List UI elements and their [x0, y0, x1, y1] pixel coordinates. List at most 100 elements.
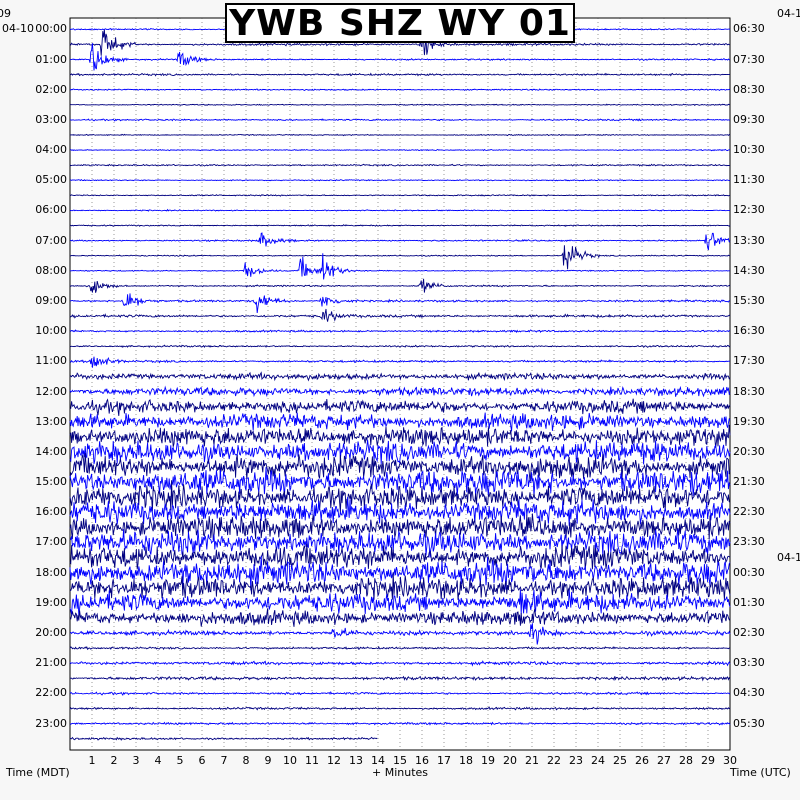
x-tick-label: 19: [481, 754, 495, 767]
plot-area: [69, 17, 731, 751]
trace-row: [69, 467, 731, 498]
left-hour-label: 05:00: [35, 173, 67, 187]
trace-row: [69, 555, 731, 591]
x-tick-label: 17: [437, 754, 451, 767]
x-tick-label: 12: [327, 754, 341, 767]
right-hour-label: 07:30: [733, 52, 765, 66]
trace-row: [69, 278, 731, 293]
right-hour-label: 02:30: [733, 626, 765, 640]
right-hour-label: 06:30: [733, 22, 765, 36]
left-hour-label: 15:00: [35, 475, 67, 489]
x-tick-label: 2: [111, 754, 118, 767]
x-tick-layer: 1 2 3 4 5 6 7 8 9 10 11 12 13 14 15 16 17 18 19 20 21 22 23 24 2…: [89, 754, 738, 767]
trace-row: [69, 194, 731, 197]
right-axis-label: Time (UTC): [730, 766, 791, 779]
trace-row: [69, 133, 731, 137]
right-hour-label: 10:30: [733, 143, 765, 157]
trace-row: [69, 480, 731, 513]
left-hour-label: 13:00: [35, 414, 67, 428]
trace-row: [69, 645, 731, 651]
left-hour-label: 17:00: [35, 535, 67, 549]
trace-row: [69, 29, 731, 56]
trace-row: [69, 329, 731, 334]
trace-row: [69, 148, 730, 152]
right-hour-label: 23:30: [733, 535, 765, 549]
trace-row: [69, 356, 731, 368]
right-hour-label: 13:30: [733, 233, 765, 247]
trace-row: [69, 224, 731, 227]
x-tick-label: 9: [265, 754, 272, 767]
right-hour-label: 08:30: [733, 82, 765, 96]
trace-row: [69, 245, 731, 270]
trace-row: [69, 675, 731, 682]
x-tick-label: 24: [591, 754, 605, 767]
trace-row: [69, 72, 730, 77]
x-tick-label: 6: [199, 754, 206, 767]
right-hour-label: 09:30: [733, 112, 765, 126]
chart-title-box: YWB SHZ WY 01: [225, 2, 575, 44]
left-hour-label: 10:00: [35, 324, 67, 338]
trace-row: [69, 179, 731, 182]
x-tick-label: 14: [371, 754, 385, 767]
trace-row: [69, 543, 731, 570]
left-axis-label: Time (MDT): [6, 766, 70, 779]
left-hour-label: 07:00: [35, 233, 67, 247]
x-tick-label: 22: [547, 754, 561, 767]
trace-row: [69, 344, 731, 349]
left-hour-label: 12:00: [35, 384, 67, 398]
trace-row: [69, 706, 731, 711]
x-tick-label: 4: [155, 754, 162, 767]
right-hour-label: 15:30: [733, 293, 765, 307]
trace-row: [69, 452, 731, 482]
trace-row: [69, 88, 731, 92]
x-tick-label: 26: [635, 754, 649, 767]
left-hour-label: 16:00: [35, 505, 67, 519]
x-tick-label: 13: [349, 754, 363, 767]
right-date-label: 04-1: [777, 7, 800, 21]
left-hour-label: 04:00: [35, 143, 67, 157]
left-hour-label: 08:00: [35, 263, 67, 277]
left-hour-label: 20:00: [35, 626, 67, 640]
trace-row: [69, 308, 731, 322]
trace-row: [69, 691, 731, 696]
left-date-label: 04-10: [2, 22, 34, 36]
right-hour-label: 00:30: [733, 565, 765, 579]
left-hour-label: 18:00: [35, 565, 67, 579]
x-tick-label: 30: [723, 754, 737, 767]
plot-grid: [69, 17, 731, 751]
trace-row: [69, 660, 731, 667]
trace-row: [69, 721, 731, 726]
x-tick-label: 20: [503, 754, 517, 767]
x-tick-label: 28: [679, 754, 693, 767]
x-axis-label: + Minutes: [372, 766, 429, 779]
trace-row: [69, 736, 378, 741]
x-tick-label: 5: [177, 754, 184, 767]
trace-row: [69, 103, 730, 107]
right-hour-label: 21:30: [733, 475, 765, 489]
trace-row: [69, 371, 731, 382]
right-hour-label: 01:30: [733, 595, 765, 609]
x-tick-label: 27: [657, 754, 671, 767]
right-hour-label: 18:30: [733, 384, 765, 398]
right-hour-label: 17:30: [733, 354, 765, 368]
left-hour-label: 21:00: [35, 656, 67, 670]
trace-row: [69, 118, 730, 122]
x-tick-label: 8: [243, 754, 250, 767]
trace-row: [69, 398, 731, 416]
left-hour-label: 14:00: [35, 444, 67, 458]
x-tick-label: 15: [393, 754, 407, 767]
left-hour-label: 23:00: [35, 716, 67, 730]
chart-title: YWB SHZ WY 01: [229, 2, 571, 44]
left-hour-label: 01:00: [35, 52, 67, 66]
right-hour-label: 03:30: [733, 656, 765, 670]
trace-row: [69, 623, 731, 645]
trace-row: [69, 589, 731, 616]
left-hour-label: 19:00: [35, 595, 67, 609]
left-hour-label: 22:00: [35, 686, 67, 700]
right-hour-label: 16:30: [733, 324, 765, 338]
x-tick-label: 18: [459, 754, 473, 767]
right-hour-label: 12:30: [733, 203, 765, 217]
right-hour-label: 20:30: [733, 444, 765, 458]
trace-layer: [69, 27, 731, 741]
